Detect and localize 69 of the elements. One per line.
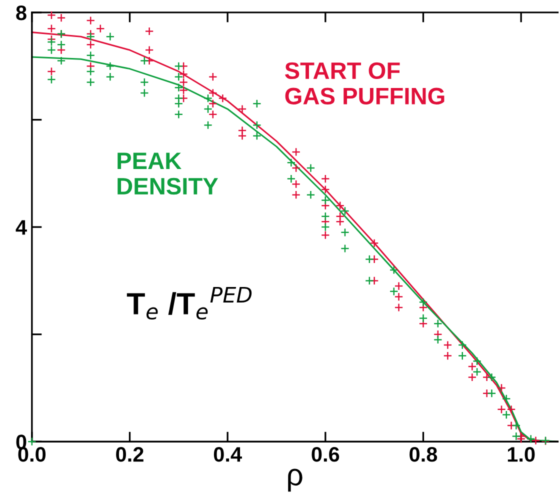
point [56,40,66,50]
point [340,244,350,253]
point [174,99,184,108]
point [389,266,398,274]
point [433,319,442,328]
point [56,56,66,66]
x-tick-label: 0.8 [410,447,438,462]
point [320,212,330,221]
point [306,164,316,172]
point [365,276,374,286]
point [106,32,115,42]
point [47,38,56,46]
point [86,78,96,87]
point [418,314,428,323]
point [502,394,511,404]
series-label: START OF GAS PUFFING [285,62,444,104]
series-label: PEAK DENSITY [118,152,218,195]
point [174,62,184,71]
point [526,434,536,444]
point [512,432,521,441]
point [106,72,115,82]
point [252,99,262,108]
point [389,286,398,296]
point [106,62,115,71]
point [472,367,482,376]
point [204,120,212,130]
point [320,196,330,205]
point [86,50,96,60]
x-axis-title: ρ [288,468,302,492]
point [204,104,212,114]
point [340,228,350,237]
point [174,110,184,119]
point [140,88,149,98]
x-tick-label: 0.4 [214,447,242,462]
point [502,410,511,420]
point [86,67,96,76]
point [418,298,428,307]
x-tick-label: 0.6 [312,447,340,462]
point [47,75,56,84]
point [458,340,467,350]
point [27,437,36,446]
point [86,32,96,42]
x-tick-label: 0.2 [116,447,144,462]
point [252,120,262,130]
point [306,190,316,200]
x-tick-label: 1.0 [508,447,535,462]
point [458,351,467,360]
point [340,206,350,216]
y-tick-label: 4 [16,220,27,235]
point [472,356,482,366]
point [433,335,442,344]
point [174,94,184,103]
point [487,372,496,382]
annotation: T$_{e}$ /T$_{e}$$^{PED}$ [126,286,252,320]
point [174,83,184,92]
y-tick-label: 8 [16,5,26,20]
point [365,254,374,264]
point [140,78,149,87]
point [204,94,212,103]
x-tick-label: 0.0 [18,447,46,462]
point [47,46,56,54]
point [252,131,262,140]
point [286,174,296,184]
point [140,56,149,66]
point [174,72,184,82]
point [320,222,330,232]
point [487,388,496,398]
point [512,421,521,430]
point [286,158,296,168]
